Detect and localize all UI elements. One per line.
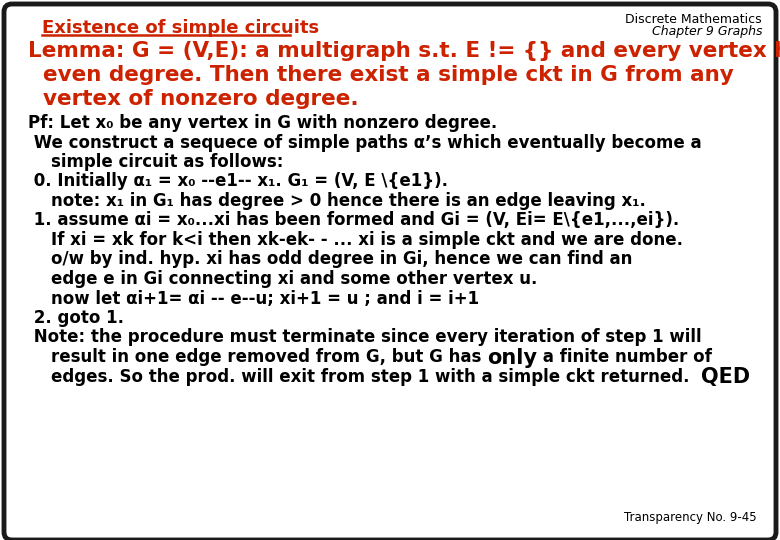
- Text: now let αi+1= αi -- e--u; xi+1 = u ; and i = i+1: now let αi+1= αi -- e--u; xi+1 = u ; and…: [28, 289, 479, 307]
- Text: If xi = xk for k<i then xk-ek- - ... xi is a simple ckt and we are done.: If xi = xk for k<i then xk-ek- - ... xi …: [28, 231, 683, 249]
- Text: We construct a sequece of simple paths α’s which eventually become a: We construct a sequece of simple paths α…: [28, 133, 702, 152]
- Text: even degree. Then there exist a simple ckt in G from any: even degree. Then there exist a simple c…: [28, 65, 734, 85]
- Text: simple circuit as follows:: simple circuit as follows:: [28, 153, 283, 171]
- Text: Transparency No. 9-45: Transparency No. 9-45: [624, 511, 757, 524]
- Text: 2. goto 1.: 2. goto 1.: [28, 309, 124, 327]
- Text: o/w by ind. hyp. xi has odd degree in Gi, hence we can find an: o/w by ind. hyp. xi has odd degree in Gi…: [28, 251, 633, 268]
- Text: QED: QED: [701, 368, 750, 388]
- Text: 1. assume αi = x₀...xi has been formed and Gi = (V, Ei= E\{e1,...,ei}).: 1. assume αi = x₀...xi has been formed a…: [28, 212, 679, 230]
- Text: Existence of simple circuits: Existence of simple circuits: [42, 19, 319, 37]
- Text: Note: the procedure must terminate since every iteration of step 1 will: Note: the procedure must terminate since…: [28, 328, 702, 347]
- Text: Pf: Let x₀ be any vertex in G with nonzero degree.: Pf: Let x₀ be any vertex in G with nonze…: [28, 114, 498, 132]
- Text: vertex of nonzero degree.: vertex of nonzero degree.: [28, 89, 359, 109]
- Text: result in one edge removed from G, but G has: result in one edge removed from G, but G…: [28, 348, 487, 366]
- Text: Lemma: G = (V,E): a multigraph s.t. E != {} and every vertex has: Lemma: G = (V,E): a multigraph s.t. E !=…: [28, 41, 780, 61]
- Text: 0. Initially α₁ = x₀ --e1-- x₁. G₁ = (V, E \{e1}).: 0. Initially α₁ = x₀ --e1-- x₁. G₁ = (V,…: [28, 172, 448, 191]
- Text: a finite number of: a finite number of: [537, 348, 712, 366]
- Text: Chapter 9 Graphs: Chapter 9 Graphs: [651, 25, 762, 38]
- Text: note: x₁ in G₁ has degree > 0 hence there is an edge leaving x₁.: note: x₁ in G₁ has degree > 0 hence ther…: [28, 192, 646, 210]
- Text: Discrete Mathematics: Discrete Mathematics: [626, 13, 762, 26]
- FancyBboxPatch shape: [4, 4, 776, 540]
- Text: edges. So the prod. will exit from step 1 with a simple ckt returned.: edges. So the prod. will exit from step …: [28, 368, 701, 386]
- Text: only: only: [488, 348, 537, 368]
- Text: edge e in Gi connecting xi and some other vertex u.: edge e in Gi connecting xi and some othe…: [28, 270, 537, 288]
